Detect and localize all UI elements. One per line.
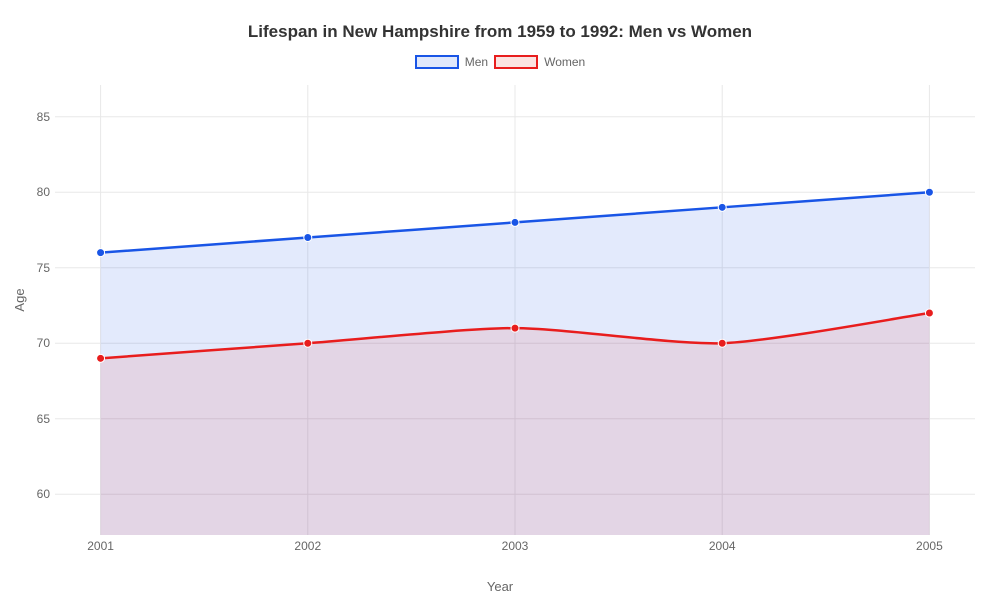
data-point[interactable] (718, 203, 726, 211)
y-axis-label: Age (12, 288, 27, 311)
legend-swatch-men (415, 55, 459, 69)
y-tick-label: 75 (20, 261, 50, 275)
x-tick-label: 2004 (709, 539, 736, 553)
y-tick-label: 65 (20, 412, 50, 426)
data-point[interactable] (718, 339, 726, 347)
data-point[interactable] (511, 324, 519, 332)
x-tick-label: 2005 (916, 539, 943, 553)
legend-label-men: Men (465, 55, 488, 69)
chart-title: Lifespan in New Hampshire from 1959 to 1… (0, 22, 1000, 42)
data-point[interactable] (304, 234, 312, 242)
legend-swatch-women (494, 55, 538, 69)
data-point[interactable] (511, 218, 519, 226)
data-point[interactable] (97, 249, 105, 257)
data-point[interactable] (97, 354, 105, 362)
x-tick-label: 2002 (294, 539, 321, 553)
y-tick-label: 60 (20, 487, 50, 501)
y-tick-label: 85 (20, 110, 50, 124)
legend: Men Women (0, 55, 1000, 69)
chart-container: Lifespan in New Hampshire from 1959 to 1… (0, 0, 1000, 600)
y-tick-label: 80 (20, 185, 50, 199)
x-tick-label: 2001 (87, 539, 114, 553)
plot-area (55, 85, 975, 535)
data-point[interactable] (925, 188, 933, 196)
x-tick-label: 2003 (502, 539, 529, 553)
legend-label-women: Women (544, 55, 585, 69)
data-point[interactable] (925, 309, 933, 317)
data-point[interactable] (304, 339, 312, 347)
x-axis-label: Year (0, 579, 1000, 594)
y-tick-label: 70 (20, 336, 50, 350)
